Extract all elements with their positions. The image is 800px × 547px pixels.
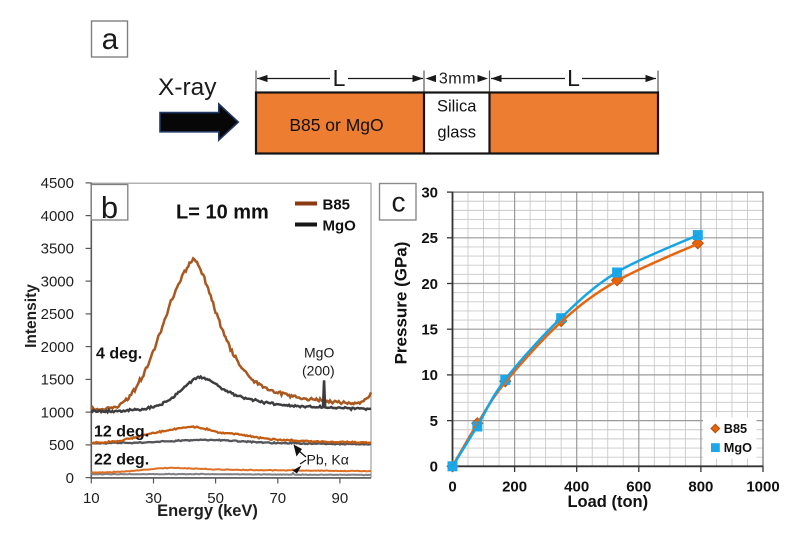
svg-text:MgO: MgO	[323, 218, 357, 235]
svg-text:B85: B85	[323, 197, 351, 214]
svg-text:25: 25	[421, 230, 438, 247]
svg-text:B85 or MgO: B85 or MgO	[289, 115, 383, 135]
svg-text:glass: glass	[437, 124, 476, 142]
svg-text:MgO: MgO	[304, 345, 334, 361]
svg-text:200: 200	[502, 479, 527, 496]
svg-text:4 deg.: 4 deg.	[96, 346, 142, 363]
svg-text:1500: 1500	[41, 372, 74, 389]
svg-text:90: 90	[332, 490, 349, 507]
svg-text:0: 0	[448, 479, 456, 496]
svg-text:12 deg.: 12 deg.	[94, 424, 149, 441]
svg-text:70: 70	[269, 490, 286, 507]
svg-text:0: 0	[430, 459, 438, 476]
svg-text:4500: 4500	[41, 175, 74, 192]
svg-text:10: 10	[421, 367, 438, 384]
svg-text:1000: 1000	[41, 404, 74, 421]
svg-text:5: 5	[430, 413, 438, 430]
svg-text:15: 15	[421, 322, 438, 339]
svg-text:Pb, Kα: Pb, Kα	[307, 452, 349, 468]
svg-text:Energy (keV): Energy (keV)	[157, 502, 258, 520]
svg-text:50: 50	[207, 490, 224, 507]
svg-text:Load (ton): Load (ton)	[567, 493, 648, 511]
svg-text:MgO: MgO	[724, 441, 752, 455]
svg-text:L= 10 mm: L= 10 mm	[176, 202, 269, 224]
svg-text:3000: 3000	[41, 273, 74, 290]
svg-text:30: 30	[421, 184, 438, 201]
svg-text:3mm: 3mm	[439, 71, 476, 88]
svg-text:Pressure (GPa): Pressure (GPa)	[392, 242, 411, 365]
svg-text:(200): (200)	[302, 363, 335, 379]
svg-text:2500: 2500	[41, 306, 74, 323]
svg-text:B85: B85	[724, 422, 747, 436]
svg-text:1000: 1000	[746, 479, 779, 496]
svg-text:30: 30	[145, 490, 162, 507]
svg-text:c: c	[392, 187, 406, 218]
svg-text:800: 800	[688, 479, 713, 496]
svg-text:20: 20	[421, 276, 438, 293]
svg-text:400: 400	[564, 479, 589, 496]
svg-text:a: a	[102, 23, 119, 56]
svg-text:Intensity: Intensity	[23, 284, 40, 348]
svg-text:22 deg.: 22 deg.	[94, 452, 149, 469]
svg-text:500: 500	[49, 437, 74, 454]
svg-text:4000: 4000	[41, 208, 74, 225]
svg-text:L: L	[333, 65, 346, 91]
svg-text:L: L	[567, 65, 580, 91]
svg-text:Silica: Silica	[437, 98, 477, 116]
svg-text:X-ray: X-ray	[158, 74, 217, 101]
svg-text:600: 600	[626, 479, 651, 496]
svg-text:0: 0	[66, 470, 74, 487]
svg-text:b: b	[101, 190, 118, 225]
svg-text:10: 10	[83, 490, 100, 507]
svg-text:2000: 2000	[41, 339, 74, 356]
svg-text:3500: 3500	[41, 241, 74, 258]
